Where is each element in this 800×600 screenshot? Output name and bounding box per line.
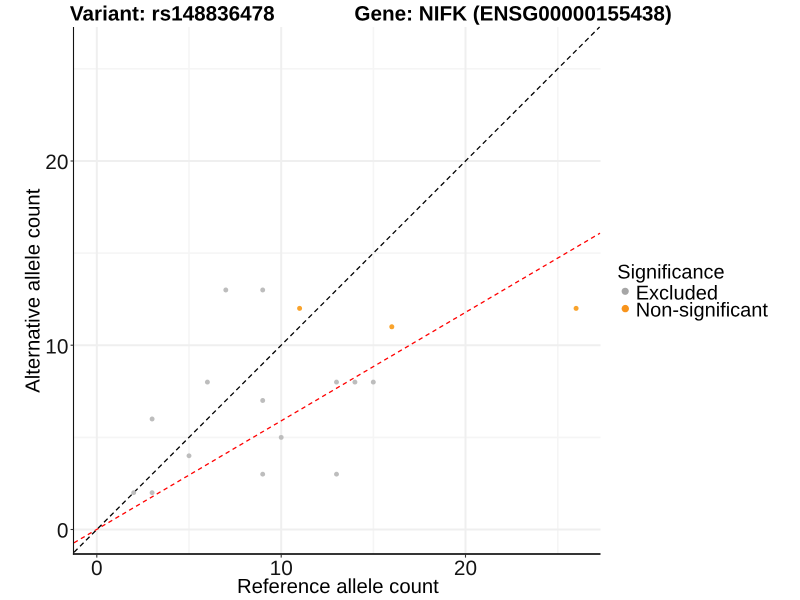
svg-text:10: 10 — [270, 557, 293, 580]
svg-text:Reference allele count: Reference allele count — [237, 576, 439, 598]
svg-text:20: 20 — [454, 557, 477, 580]
svg-text:Alternative allele count: Alternative allele count — [23, 188, 45, 392]
svg-text:Excluded: Excluded — [636, 282, 718, 304]
svg-text:Variant: rs148836478: Variant: rs148836478 — [70, 3, 275, 26]
svg-text:Significance: Significance — [617, 261, 724, 283]
svg-text:Gene: NIFK (ENSG00000155438): Gene: NIFK (ENSG00000155438) — [354, 3, 671, 26]
svg-text:0: 0 — [57, 520, 69, 543]
svg-text:0: 0 — [91, 557, 103, 580]
svg-text:Non-significant: Non-significant — [636, 300, 769, 322]
svg-text:10: 10 — [45, 335, 68, 358]
svg-text:20: 20 — [45, 151, 68, 174]
